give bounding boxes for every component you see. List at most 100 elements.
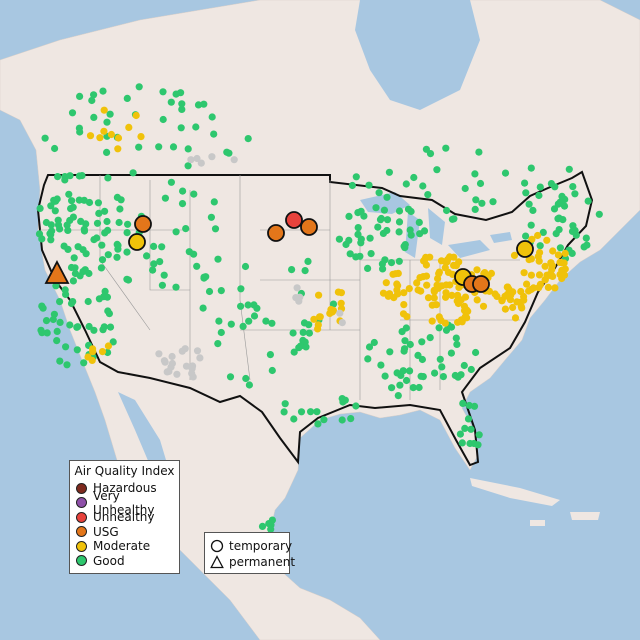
good-monitor [290, 348, 298, 356]
moderate-monitor [315, 291, 323, 299]
good-monitor [192, 123, 200, 131]
good-monitor [569, 183, 577, 191]
permanent-label: permanent [229, 555, 296, 569]
good-monitor [90, 326, 98, 334]
good-monitor [406, 367, 414, 375]
good-monitor [367, 250, 375, 258]
good-monitor [100, 323, 108, 331]
good-monitor [99, 87, 107, 95]
good-monitor [457, 371, 465, 379]
good-monitor [178, 200, 187, 208]
good-monitor [535, 191, 543, 200]
no-data-monitor [173, 370, 181, 378]
moderate-monitor [423, 281, 431, 289]
monitor-markers [35, 83, 603, 533]
good-monitor [383, 193, 391, 201]
good-monitor [447, 349, 455, 357]
good-monitor [296, 342, 305, 350]
moderate-monitor [413, 279, 421, 287]
moderate-monitor [561, 249, 569, 257]
good-monitor [388, 384, 396, 392]
moderate-monitor [392, 270, 400, 278]
good-monitor [70, 254, 78, 262]
moderate-monitor [419, 273, 427, 281]
moderate-monitor [547, 259, 555, 267]
good-monitor [150, 242, 158, 250]
good-monitor [123, 229, 131, 237]
good-monitor [280, 408, 288, 416]
good-monitor [383, 216, 392, 224]
good-monitor [69, 277, 77, 285]
good-monitor [370, 338, 378, 347]
moderate-monitor [327, 305, 335, 314]
good-monitor [103, 217, 111, 226]
good-monitor [114, 245, 122, 253]
moderate-monitor [479, 302, 488, 310]
good-monitor [522, 189, 530, 197]
good-monitor [93, 219, 102, 227]
good-monitor [381, 256, 389, 264]
good-monitor [372, 204, 380, 212]
good-monitor [38, 302, 46, 310]
good-monitor [377, 361, 385, 369]
no-data-monitor [197, 159, 205, 167]
good-monitor [237, 302, 245, 310]
good-monitor [442, 144, 450, 152]
good-monitor [94, 199, 102, 207]
good-monitor [461, 184, 469, 193]
legend-item-moderate: Moderate [70, 539, 179, 554]
moderate-monitor [541, 262, 549, 270]
good-monitor [156, 258, 164, 266]
moderate-monitor [434, 275, 442, 283]
good-monitor [193, 262, 201, 270]
good-monitor [397, 371, 405, 379]
moderate-monitor [100, 127, 108, 135]
good-monitor [245, 317, 253, 325]
good-monitor [66, 216, 74, 225]
no-data-monitor [336, 309, 344, 317]
good-monitor [527, 164, 535, 172]
moderate-monitor [89, 348, 97, 356]
usg-swatch [76, 526, 87, 538]
good-monitor [464, 415, 473, 423]
good-monitor [394, 392, 402, 400]
good-monitor [56, 318, 64, 326]
moderate-monitor [501, 305, 509, 313]
moderate-monitor [125, 123, 133, 131]
moderate-monitor [560, 271, 569, 279]
good-monitor [380, 206, 388, 214]
unhealthy-temporary-monitor [285, 211, 303, 229]
good-monitor [239, 322, 247, 330]
moderate-monitor [455, 283, 463, 291]
moderate-monitor [438, 282, 446, 290]
legend-label: USG [93, 524, 119, 539]
usg-temporary-monitor [267, 224, 285, 242]
good-monitor [241, 262, 250, 271]
good-monitor [472, 196, 480, 204]
good-monitor [51, 207, 59, 215]
good-monitor [95, 209, 103, 217]
good-monitor [217, 287, 225, 295]
good-monitor [595, 210, 603, 218]
no-data-monitor [182, 362, 191, 370]
good-monitor [90, 236, 98, 244]
good-monitor [386, 348, 394, 356]
good-monitor [300, 319, 309, 327]
good-monitor [460, 361, 468, 370]
no-data-monitor [230, 156, 238, 164]
good-monitor [226, 373, 235, 381]
good-monitor [448, 215, 456, 223]
good-monitor [522, 232, 530, 240]
no-data-monitor [295, 297, 303, 305]
moderate-monitor [453, 297, 461, 305]
moderate-monitor [535, 271, 544, 279]
good-monitor [431, 369, 439, 377]
good-monitor [200, 273, 208, 281]
good-monitor [100, 293, 108, 301]
moderate-monitor [448, 291, 456, 299]
good-monitor [467, 425, 475, 433]
moderate-monitor [428, 317, 436, 325]
good-monitor [214, 255, 222, 263]
good-monitor [420, 227, 429, 235]
no-data-monitor [161, 358, 169, 366]
